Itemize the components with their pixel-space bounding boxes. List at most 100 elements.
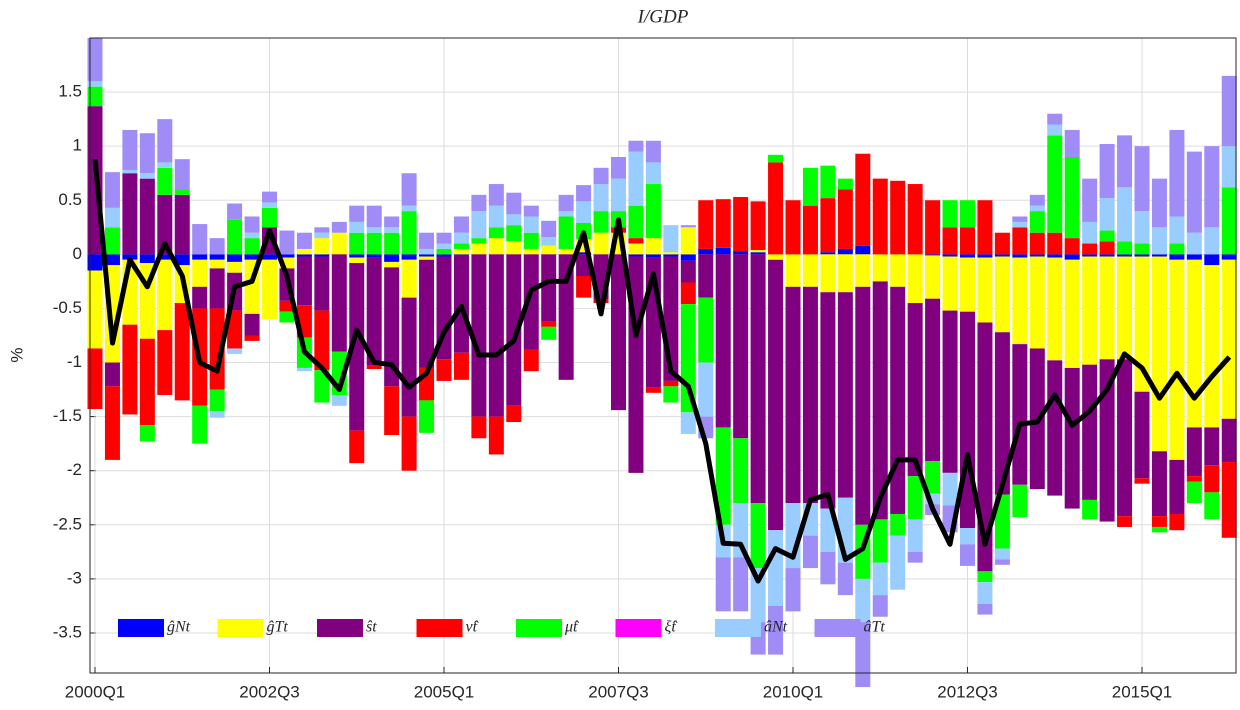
bar-segment bbox=[768, 162, 784, 255]
bar-segment bbox=[104, 254, 120, 266]
bar-segment bbox=[488, 184, 504, 206]
bar-segment bbox=[942, 254, 958, 257]
bar-segment bbox=[680, 282, 696, 305]
bar-segment bbox=[960, 254, 975, 258]
bar-segment bbox=[174, 194, 190, 255]
y-tick-label: -1 bbox=[67, 352, 82, 371]
bar-segment bbox=[401, 259, 417, 298]
bar-segment bbox=[1064, 238, 1080, 255]
bar-segment bbox=[802, 205, 818, 255]
bar-segment bbox=[471, 238, 487, 244]
bar-segment bbox=[977, 582, 993, 604]
bar-segment bbox=[733, 254, 749, 439]
bar-segment bbox=[558, 216, 574, 249]
bar-segment bbox=[1047, 232, 1063, 255]
bar-segment bbox=[628, 254, 644, 257]
bar-segment bbox=[122, 169, 138, 174]
bar-segment bbox=[471, 416, 487, 439]
bar-segment bbox=[471, 194, 487, 212]
bar-segment bbox=[1151, 526, 1167, 533]
bar-segment bbox=[960, 200, 975, 228]
bar-segment bbox=[227, 310, 243, 349]
bar-segment bbox=[1186, 476, 1202, 482]
bar-segment bbox=[907, 519, 923, 552]
bar-segment bbox=[1012, 216, 1028, 222]
bar-segment bbox=[401, 211, 417, 255]
bar-segment bbox=[890, 535, 906, 590]
bar-segment bbox=[192, 259, 208, 287]
x-tick-label: 2007Q3 bbox=[588, 682, 649, 701]
bar-segment bbox=[1064, 259, 1080, 368]
bar-segment bbox=[139, 133, 155, 174]
bar-segment bbox=[837, 292, 853, 498]
legend-label: âNt bbox=[764, 619, 788, 636]
bar-segment bbox=[628, 151, 644, 206]
bar-segment bbox=[1221, 462, 1237, 538]
bar-segment bbox=[1169, 513, 1185, 531]
legend-label: ξ̂t bbox=[665, 619, 678, 636]
bar-segment bbox=[384, 227, 400, 233]
bar-segment bbox=[890, 254, 906, 287]
bar-segment bbox=[576, 275, 592, 298]
bar-segment bbox=[593, 167, 609, 185]
legend-label: ĝNt bbox=[167, 619, 191, 636]
bar-segment bbox=[453, 352, 469, 380]
bar-segment bbox=[645, 184, 661, 239]
bar-segment bbox=[209, 268, 225, 309]
bar-segment bbox=[436, 248, 452, 255]
bar-segment bbox=[296, 254, 312, 257]
bar-segment bbox=[87, 38, 103, 82]
y-tick-label: -0.5 bbox=[53, 298, 82, 317]
bar-segment bbox=[1012, 344, 1028, 485]
bar-segment bbox=[1047, 113, 1063, 125]
plot-frame bbox=[89, 37, 1237, 674]
bar-segment bbox=[1151, 516, 1167, 527]
bar-segment bbox=[104, 227, 120, 255]
bar-segment bbox=[820, 508, 836, 552]
bar-segment bbox=[1134, 256, 1150, 392]
bar-segment bbox=[314, 254, 330, 257]
bar-segment bbox=[157, 194, 173, 255]
bar-segment bbox=[488, 238, 504, 255]
bar-segment bbox=[768, 254, 784, 260]
bar-segment bbox=[925, 254, 941, 256]
bar-segment bbox=[785, 254, 801, 287]
bar-segment bbox=[925, 493, 941, 505]
bar-segment bbox=[698, 248, 714, 255]
bar-segment bbox=[366, 205, 382, 228]
y-axis-label: % bbox=[7, 347, 26, 362]
bar-segment bbox=[890, 286, 906, 514]
x-tick-label: 2015Q1 bbox=[1112, 682, 1173, 701]
bar-segment bbox=[506, 192, 522, 215]
bar-segment bbox=[244, 313, 260, 336]
bar-segment bbox=[977, 257, 993, 323]
bar-segment bbox=[733, 438, 749, 504]
bar-segment bbox=[768, 259, 784, 531]
bar-segment bbox=[558, 254, 574, 380]
bar-segment bbox=[960, 257, 975, 312]
legend-label: ν̂t bbox=[466, 619, 479, 636]
bar-segment bbox=[750, 503, 766, 569]
bar-segment bbox=[680, 260, 696, 283]
bar-segment bbox=[314, 238, 330, 255]
bar-segment bbox=[977, 322, 993, 572]
bar-segment bbox=[872, 254, 888, 282]
bar-segment bbox=[907, 184, 923, 255]
bar-segment bbox=[1099, 230, 1115, 242]
bar-segment bbox=[541, 245, 557, 255]
bar-segment bbox=[471, 254, 487, 417]
bar-segment bbox=[802, 167, 818, 206]
bar-segment bbox=[1151, 178, 1167, 228]
bar-segment bbox=[925, 200, 941, 255]
bar-segment bbox=[471, 243, 487, 255]
bar-segment bbox=[1151, 451, 1167, 517]
bar-segment bbox=[279, 300, 295, 312]
bar-segment bbox=[1169, 259, 1185, 460]
y-tick-label: -2 bbox=[67, 460, 82, 479]
bar-segment bbox=[1029, 194, 1045, 206]
bar-segment bbox=[541, 326, 557, 340]
bar-segment bbox=[1082, 499, 1098, 520]
bar-segment bbox=[907, 254, 923, 304]
bar-segment bbox=[942, 472, 958, 506]
bar-segment bbox=[750, 250, 766, 253]
